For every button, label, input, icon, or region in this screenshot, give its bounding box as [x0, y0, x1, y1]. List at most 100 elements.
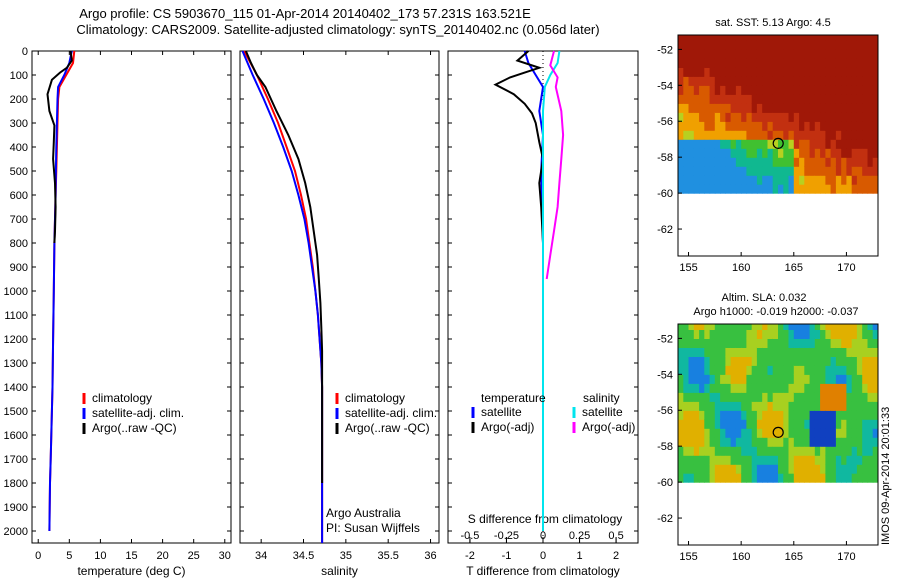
map-cell [720, 374, 726, 384]
y-tick-label: 200 [10, 94, 28, 106]
map-cell [746, 464, 753, 474]
map-cell [778, 356, 784, 366]
y-tick-label: 1300 [4, 358, 28, 370]
map-cell [799, 121, 805, 131]
map-cell [735, 175, 742, 185]
map-cell [735, 94, 742, 104]
map-cell [678, 464, 684, 474]
map-cell [867, 419, 874, 429]
map-y-tick-label: -58 [657, 441, 673, 453]
map-cell [856, 338, 863, 348]
map-cell [735, 365, 742, 375]
map-cell [714, 94, 721, 104]
map-cell [683, 103, 690, 113]
map-cell [725, 324, 732, 330]
map-cell [835, 139, 842, 149]
map-cell [767, 401, 774, 411]
map-cell [720, 76, 726, 86]
map-cell [772, 85, 779, 95]
map-cell [678, 329, 684, 339]
map-cell [788, 157, 795, 167]
map-cell [688, 329, 695, 339]
map-cell [704, 76, 711, 86]
map-cell [741, 35, 748, 41]
map-cell [820, 365, 826, 375]
map-cell [830, 437, 837, 447]
map-cell [825, 324, 832, 330]
map-cell [841, 324, 848, 330]
map-cell [751, 356, 758, 366]
map-cell [730, 40, 737, 50]
map-cell [820, 148, 826, 158]
map-cell [746, 85, 753, 95]
map-cell [835, 464, 842, 474]
map-cell [746, 338, 753, 348]
map-cell [688, 356, 695, 366]
map-cell [851, 455, 858, 465]
map-cell [809, 112, 816, 122]
map-cell [862, 85, 869, 95]
map-cell [772, 437, 779, 447]
map-cell [835, 58, 842, 68]
map-cell [751, 392, 758, 402]
legend-label: Argo(-adj) [481, 420, 534, 434]
map-cell [804, 347, 811, 357]
map-cell [788, 94, 795, 104]
map-cell [778, 139, 784, 149]
map-cell [735, 166, 742, 176]
map-cell [741, 112, 748, 122]
map-cell [814, 67, 821, 77]
map-cell [709, 324, 716, 330]
map-cell [735, 419, 742, 429]
map-cell [678, 410, 684, 420]
map-cell [835, 324, 842, 330]
map-cell [767, 85, 774, 95]
x-tick-label: 36 [424, 550, 436, 562]
map-y-tick-label: -62 [657, 224, 673, 236]
map-x-tick-label: 170 [837, 551, 855, 563]
map-cell [872, 324, 878, 330]
map-cell [793, 383, 800, 393]
map-cell [756, 473, 763, 483]
map-cell [820, 324, 826, 330]
map-cell [872, 392, 878, 402]
map-cell [678, 85, 684, 95]
map-cell [783, 419, 790, 429]
map-cell [751, 112, 758, 122]
map-cell [683, 130, 690, 140]
map-cell [714, 35, 721, 41]
map-cell [741, 103, 748, 113]
map-cell [751, 329, 758, 339]
map-cell [783, 410, 790, 420]
map-cell [746, 347, 753, 357]
map-cell [809, 67, 816, 77]
map-cell [793, 464, 800, 474]
map-cell [856, 130, 863, 140]
map-cell [762, 365, 769, 375]
map-cell [725, 428, 732, 438]
map-cell [830, 347, 837, 357]
map-cell [872, 428, 878, 438]
map-cell [783, 383, 790, 393]
map-cell [756, 67, 763, 77]
y-tick-label: 1500 [4, 406, 28, 418]
map-cell [778, 338, 784, 348]
y-tick-label: 600 [10, 190, 28, 202]
map-cell [756, 184, 763, 194]
map-cell [756, 410, 763, 420]
map-cell [867, 58, 874, 68]
map-cell [725, 410, 732, 420]
map-cell [772, 130, 779, 140]
map-cell [835, 383, 842, 393]
map-cell [746, 473, 753, 483]
map-cell [741, 76, 748, 86]
map-cell [835, 410, 842, 420]
map-cell [835, 329, 842, 339]
x-tick-label: 30 [219, 550, 231, 562]
map-cell [704, 374, 711, 384]
map-cell [851, 473, 858, 483]
map-cell [730, 410, 737, 420]
map-cell [699, 157, 705, 167]
map-cell [741, 58, 748, 68]
map-cell [720, 112, 726, 122]
